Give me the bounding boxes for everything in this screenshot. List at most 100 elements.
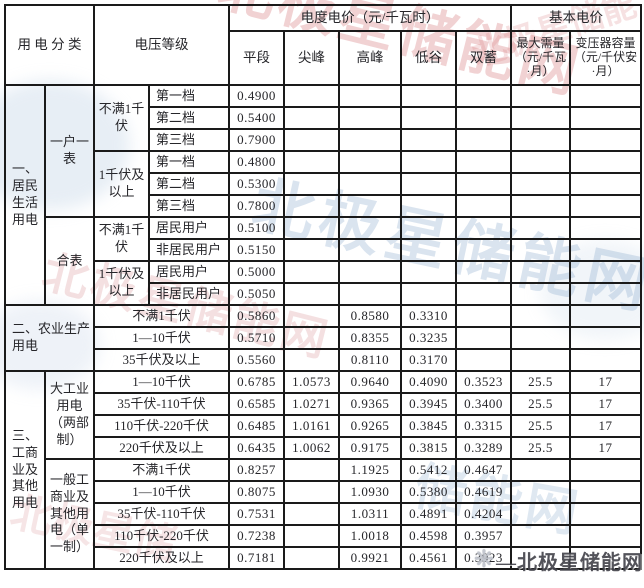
table-row: 第二档 0.5400 — [5, 106, 642, 130]
empty-cell — [569, 216, 642, 240]
label-cell: 大工业用电（两部制） — [44, 370, 95, 460]
label-cell: 不满1千伏 — [93, 304, 230, 328]
empty-cell — [455, 238, 512, 262]
table-row: 第三档 0.7900 — [5, 128, 642, 152]
label-cell: 第三档 — [148, 194, 230, 218]
price-value-cell: 0.6785 — [228, 370, 285, 394]
empty-cell — [400, 84, 457, 108]
price-value-cell: 1.0161 — [283, 414, 340, 438]
empty-cell — [400, 216, 457, 240]
empty-cell — [510, 172, 571, 196]
starburst-icon: ❋ — [473, 547, 494, 573]
price-value-cell: 0.9921 — [338, 546, 402, 570]
empty-cell — [569, 348, 642, 372]
price-value-cell: 0.4619 — [455, 480, 512, 504]
price-value-cell: 17 — [569, 392, 642, 416]
empty-cell — [455, 128, 512, 152]
price-value-cell: 1.0062 — [283, 436, 340, 460]
price-value-cell: 0.4598 — [400, 524, 457, 548]
empty-cell — [510, 348, 571, 372]
price-value-cell: 1—10千伏 — [93, 480, 230, 504]
label-cell: 不满1千伏 — [93, 84, 150, 152]
empty-cell — [283, 304, 340, 328]
table-header-row: 平段 尖峰 高峰 低谷 双蓄 最大需量（元/千瓦·月） 变压器容量（元/千伏安·… — [5, 30, 642, 86]
empty-cell — [400, 282, 457, 306]
price-value-cell: 0.7238 — [228, 524, 285, 548]
empty-cell — [510, 128, 571, 152]
price-value-cell: 0.3289 — [455, 436, 512, 460]
brand-logo-text: —北极星储能网 — [496, 552, 643, 574]
label-cell: 居民用户 — [148, 260, 230, 284]
price-value-cell: 35千伏-110千伏 — [93, 392, 230, 416]
empty-cell — [510, 106, 571, 130]
empty-cell — [283, 458, 340, 482]
empty-cell — [510, 194, 571, 218]
empty-cell — [569, 194, 642, 218]
empty-cell — [400, 238, 457, 262]
label-cell: 第二档 — [148, 106, 230, 130]
label-cell: 一户一表 — [44, 84, 95, 218]
empty-cell — [510, 260, 571, 284]
empty-cell — [338, 84, 402, 108]
price-value-cell: 0.3845 — [400, 414, 457, 438]
empty-cell — [283, 348, 340, 372]
empty-cell — [510, 282, 571, 306]
empty-cell — [455, 84, 512, 108]
header-col-valley: 低谷 — [400, 30, 457, 86]
price-value-cell: 0.5860 — [228, 304, 285, 328]
empty-cell — [283, 128, 340, 152]
empty-cell — [400, 106, 457, 130]
price-value-cell: 25.5 — [510, 436, 571, 460]
price-value-cell: 35千伏-110千伏 — [93, 502, 230, 526]
empty-cell — [338, 216, 402, 240]
price-value-cell: 0.3523 — [455, 370, 512, 394]
price-value-cell: 0.7531 — [228, 502, 285, 526]
price-value-cell: 220千伏及以上 — [93, 436, 230, 460]
label-cell: 合表 — [44, 216, 95, 306]
empty-cell — [283, 524, 340, 548]
table-row: 一、居民生活用电 一户一表 不满1千伏 第一档 0.4900 — [4, 84, 642, 306]
empty-cell — [569, 546, 642, 570]
price-value-cell: 0.4900 — [228, 84, 285, 108]
empty-cell — [569, 326, 642, 350]
empty-cell — [283, 282, 340, 306]
empty-cell — [400, 194, 457, 218]
price-table-body: 一、居民生活用电 一户一表 不满1千伏 第一档 0.4900 第二档 0.5400 第三档 0.… — [4, 84, 642, 570]
label-cell: 第三档 — [148, 128, 230, 152]
empty-cell — [569, 238, 642, 262]
header-col-max-demand: 最大需量（元/千瓦·月） — [510, 30, 571, 86]
price-value-cell: 0.8110 — [338, 348, 402, 372]
empty-cell — [455, 326, 512, 350]
empty-cell — [338, 172, 402, 196]
table-row: 合表 不满1千伏 居民用户 0.5100 — [5, 216, 642, 306]
table-row: 三、工商业及其他用电 大工业用电（两部制） 1—10千伏 0.6785 1.0573 0.… — [4, 370, 642, 570]
price-value-cell: 0.3923 — [455, 546, 512, 570]
table-row: 35千伏-110千伏 0.7531 1.0311 0.4891 0.4204 — [5, 502, 642, 526]
price-value-cell: 1.0311 — [338, 502, 402, 526]
empty-cell — [338, 194, 402, 218]
empty-cell — [510, 216, 571, 240]
table-row: 110千伏-220千伏 0.6485 1.0161 0.9265 0.3845 0.331… — [5, 414, 642, 438]
table-row: 35千伏-110千伏 0.6585 1.0271 0.9365 0.3945 0.3400… — [5, 392, 642, 416]
table-row: 1—10千伏 0.8075 1.0930 0.5380 0.4619 — [5, 480, 642, 504]
empty-cell — [338, 282, 402, 306]
price-value-cell: 0.3957 — [455, 524, 512, 548]
table-row: 110千伏-220千伏 0.7238 1.0018 0.4598 0.3957 — [5, 524, 642, 548]
price-value-cell: 0.7800 — [228, 194, 285, 218]
price-value-cell: 35千伏及以上 — [93, 348, 230, 372]
price-value-cell: 0.4561 — [400, 546, 457, 570]
price-value-cell: 0.5560 — [228, 348, 285, 372]
empty-cell — [455, 282, 512, 306]
empty-cell — [455, 216, 512, 240]
price-value-cell: 1千伏及以上 — [93, 260, 150, 306]
empty-cell — [569, 304, 642, 328]
header-col-flat: 平段 — [228, 30, 285, 86]
empty-cell — [283, 260, 340, 284]
price-value-cell: 0.5150 — [228, 238, 285, 262]
price-value-cell: 17 — [569, 414, 642, 438]
label-cell: 二、农业生产用电 — [4, 304, 95, 372]
price-value-cell: 0.5050 — [228, 282, 285, 306]
empty-cell — [283, 172, 340, 196]
empty-cell — [400, 260, 457, 284]
price-value-cell: 0.9365 — [338, 392, 402, 416]
